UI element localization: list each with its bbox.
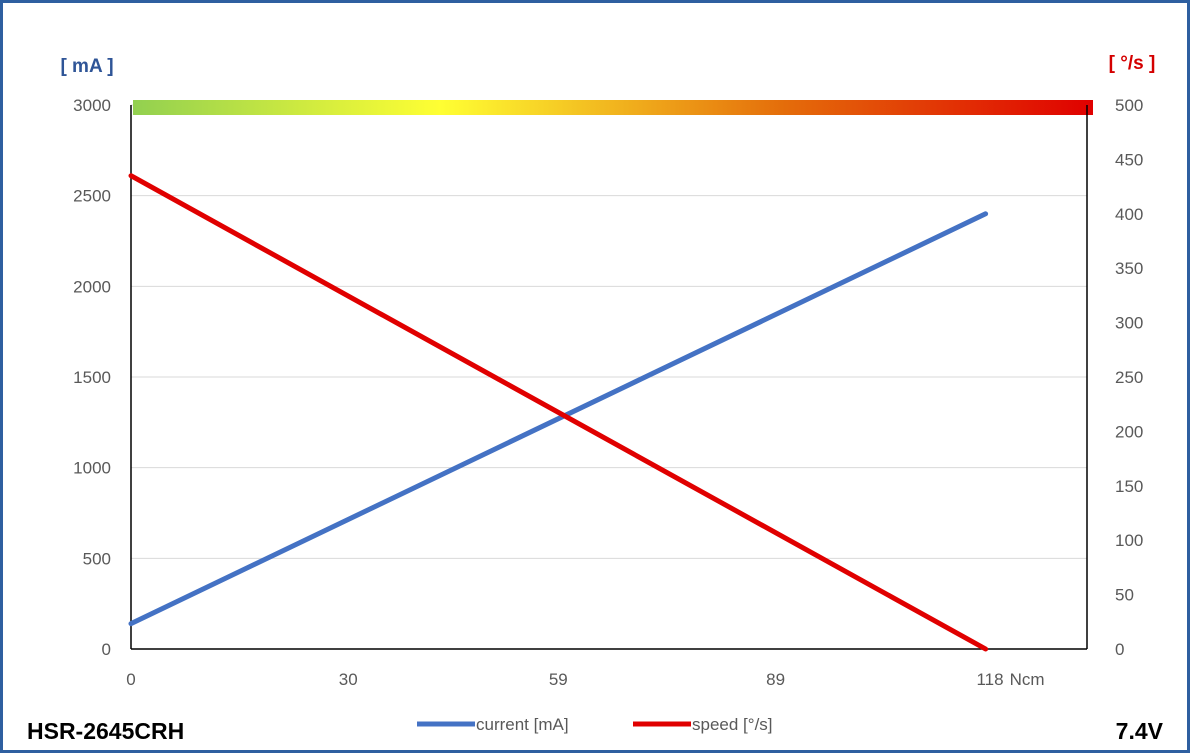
x-axis-tick-label: 0 xyxy=(126,670,135,689)
legend-label-speed: speed [°/s] xyxy=(692,715,773,734)
right-axis-tick-label: 250 xyxy=(1115,368,1143,387)
x-axis-unit: Ncm xyxy=(1010,670,1045,689)
right-axis-tick-label: 150 xyxy=(1115,477,1143,496)
gridlines xyxy=(131,104,1087,650)
x-axis-tick-label: 30 xyxy=(339,670,358,689)
right-axis-tick-label: 100 xyxy=(1115,531,1143,550)
right-axis-tick-label: 50 xyxy=(1115,586,1134,605)
right-axis-ticks: 0 50 100 150 200 250 300 350 400 450 500 xyxy=(1115,96,1143,659)
right-axis-tick-label: 500 xyxy=(1115,96,1143,115)
right-axis-tick-label: 400 xyxy=(1115,205,1143,224)
x-axis-tick-label: 118 xyxy=(976,670,1003,689)
right-axis-tick-label: 300 xyxy=(1115,314,1143,333)
left-axis-tick-label: 2500 xyxy=(73,187,111,206)
left-axis-tick-label: 2000 xyxy=(73,277,111,296)
model-name: HSR-2645CRH xyxy=(27,718,184,744)
series-line-speed xyxy=(128,173,989,652)
left-axis-unit: [ mA ] xyxy=(60,56,113,77)
right-axis-tick-label: 200 xyxy=(1115,422,1143,441)
speed-gradient-band xyxy=(133,100,1093,115)
voltage-label: 7.4V xyxy=(1116,718,1164,744)
left-axis-ticks: 0 500 1000 1500 2000 2500 3000 xyxy=(73,96,111,659)
left-axis-tick-label: 3000 xyxy=(73,96,111,115)
legend: current [mA] speed [°/s] xyxy=(417,715,773,734)
x-axis-tick-label: 89 xyxy=(766,670,785,689)
series-lines xyxy=(128,173,989,652)
right-axis-unit: [ °/s ] xyxy=(1109,53,1156,74)
right-axis-tick-label: 450 xyxy=(1115,150,1143,169)
left-axis-tick-label: 1500 xyxy=(73,368,111,387)
right-axis-tick-label: 0 xyxy=(1115,640,1124,659)
right-axis-tick-label: 350 xyxy=(1115,259,1143,278)
x-axis-tick-label: 59 xyxy=(549,670,568,689)
left-axis-tick-label: 500 xyxy=(83,549,111,568)
left-axis-tick-label: 0 xyxy=(102,640,111,659)
series-line-current xyxy=(128,211,989,627)
legend-label-current: current [mA] xyxy=(476,715,569,734)
left-axis-tick-label: 1000 xyxy=(73,459,111,478)
x-axis-ticks: 0 30 59 89 118 Ncm xyxy=(126,670,1044,689)
